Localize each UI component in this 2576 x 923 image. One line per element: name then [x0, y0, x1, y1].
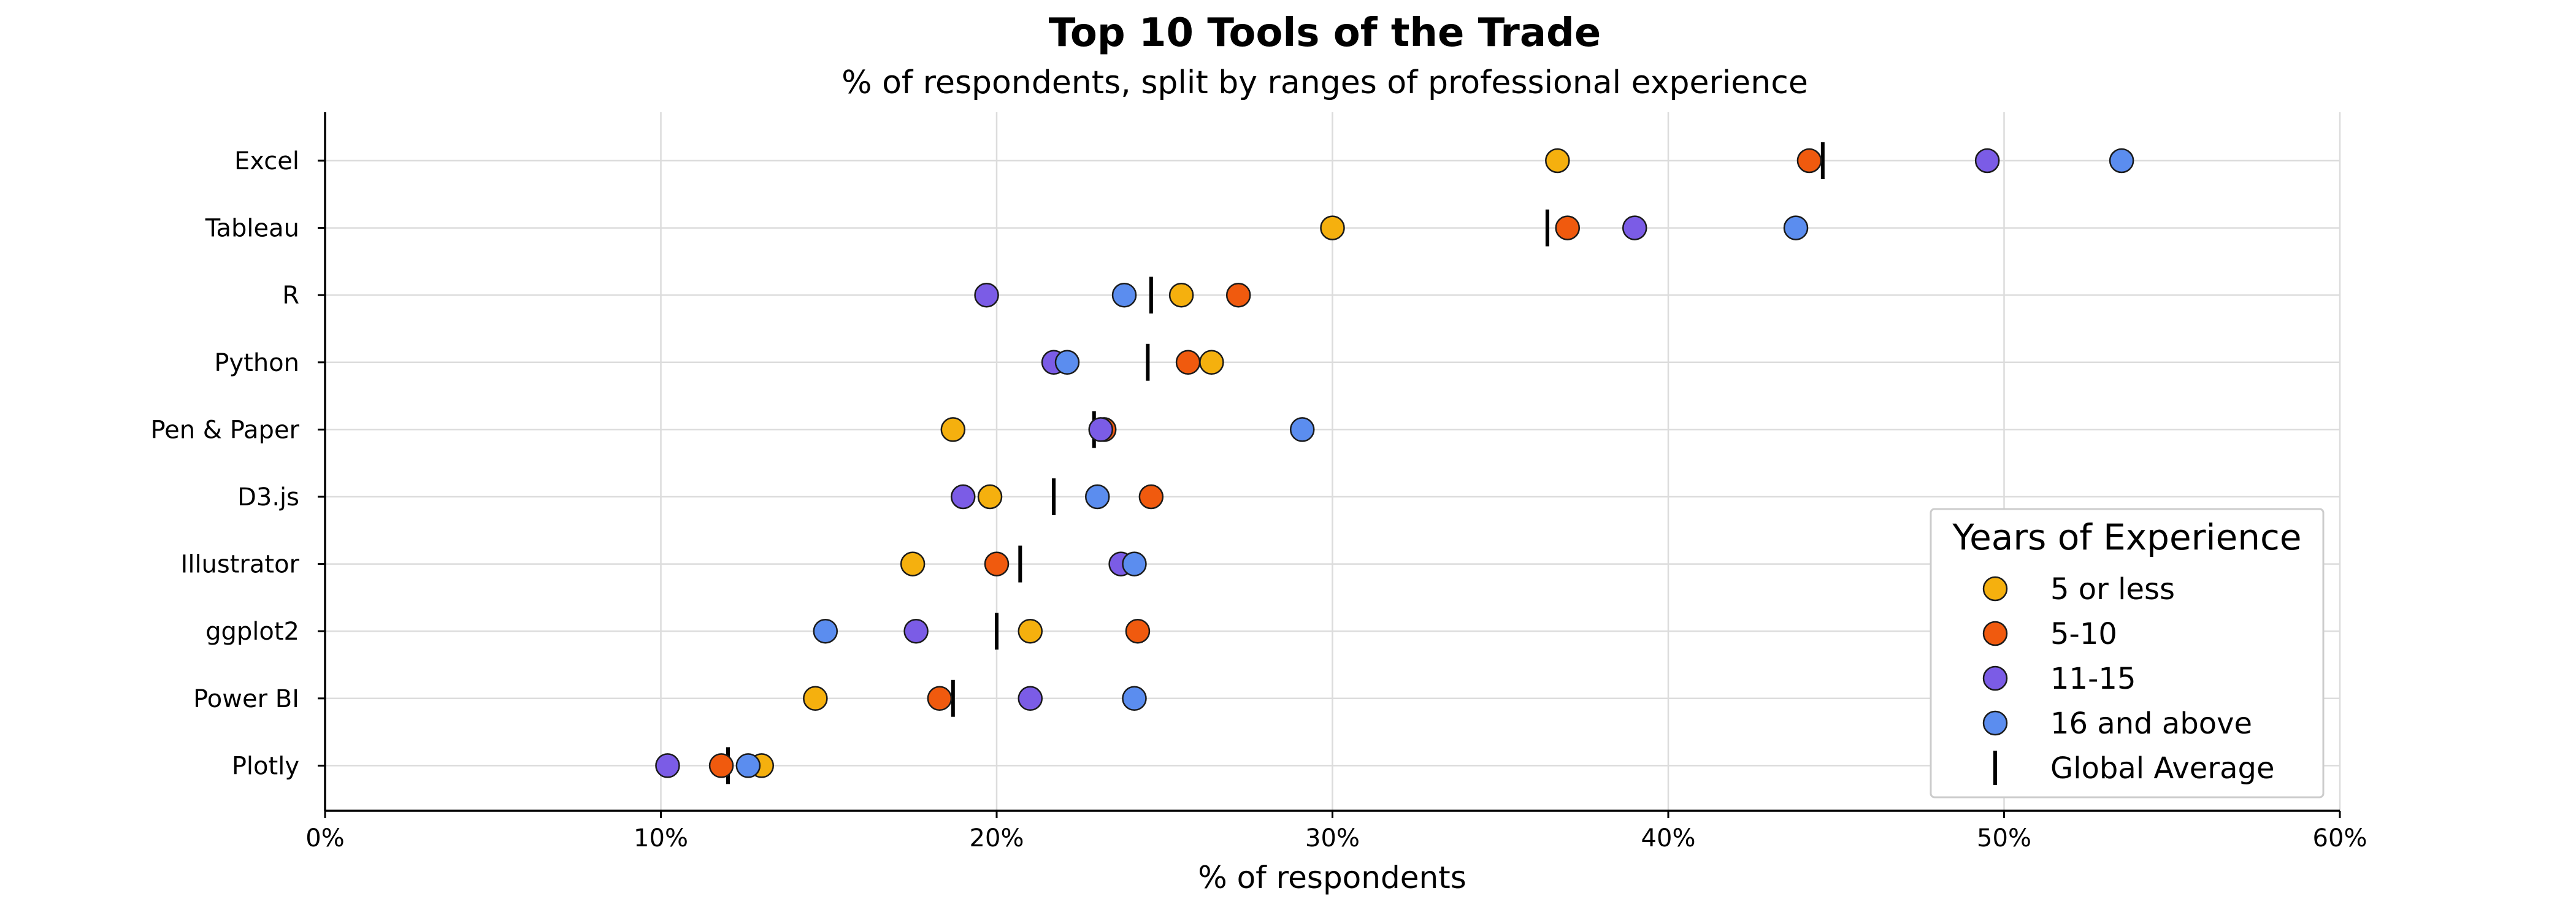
legend-marker-5-or-less	[1982, 576, 2008, 602]
y-tick-label-excel: Excel	[234, 147, 299, 175]
point-16-and-above-pen-and-paper	[1289, 417, 1315, 442]
y-tick-layer: Excel Tableau R Python Pen & Paper D3.js Illus…	[150, 147, 325, 780]
y-tick-label-r: R	[282, 281, 299, 310]
y-tick-label-pen-and-paper: Pen & Paper	[150, 416, 299, 444]
legend: Years of Experience 5 or less 5-10 11-15 16…	[1930, 508, 2325, 799]
point-5-10-r	[1225, 282, 1251, 308]
y-tick-label-tableau: Tableau	[205, 215, 299, 243]
x-tick-label: 20%	[970, 824, 1024, 852]
x-axis-label: % of respondents	[1198, 860, 1466, 895]
global-average-layer	[726, 142, 1825, 784]
point-16-and-above-r	[1111, 282, 1137, 308]
legend-marker-16-and-above	[1982, 710, 2008, 736]
point-5-10-power-bi	[927, 686, 953, 711]
point-5-or-less-tableau	[1320, 215, 1345, 240]
x-tick-label: 50%	[1977, 824, 2031, 852]
point-5-10-tableau	[1555, 215, 1580, 240]
legend-marker-5-10	[1982, 621, 2008, 646]
point-11-15-ggplot2	[903, 618, 929, 644]
chart-subtitle: % of respondents, split by ranges of pro…	[841, 64, 1808, 101]
point-5-10-ggplot2	[1125, 618, 1151, 644]
point-16-and-above-illustrator	[1122, 551, 1147, 576]
point-5-or-less-d3-js	[977, 484, 1003, 510]
x-tick-label: 0%	[305, 824, 344, 852]
point-16-and-above-tableau	[1783, 215, 1809, 240]
point-11-15-excel	[1974, 148, 2000, 174]
point-5-10-illustrator	[984, 551, 1010, 576]
y-tick-label-ggplot2: ggplot2	[205, 618, 299, 646]
points-layer	[655, 148, 2134, 778]
point-5-or-less-excel	[1545, 148, 1570, 174]
point-5-10-plotly	[708, 753, 734, 778]
legend-title: Years of Experience	[1952, 516, 2301, 558]
point-16-and-above-python	[1054, 350, 1080, 375]
chart-title: Top 10 Tools of the Trade	[1049, 10, 1601, 56]
x-tick-label: 30%	[1305, 824, 1360, 852]
legend-label-5-or-less: 5 or less	[2050, 572, 2175, 607]
legend-label-16-and-above: 16 and above	[2050, 707, 2252, 741]
y-tick-label-plotly: Plotly	[232, 752, 299, 780]
point-5-or-less-illustrator	[900, 551, 926, 576]
point-11-15-d3-js	[951, 484, 976, 510]
point-5-or-less-pen-and-paper	[940, 417, 966, 442]
legend-marker-11-15	[1982, 665, 2008, 691]
point-5-or-less-python	[1199, 350, 1224, 375]
point-5-or-less-r	[1168, 282, 1194, 308]
y-tick-label-python: Python	[214, 349, 299, 377]
legend-box	[1930, 508, 2325, 799]
legend-label-11-15: 11-15	[2050, 662, 2136, 696]
y-tick-label-d3-js: D3.js	[237, 483, 299, 511]
legend-items: 5 or less 5-10 11-15 16 and above Global Ave…	[1982, 572, 2274, 786]
point-11-15-tableau	[1622, 215, 1647, 240]
x-tick-label: 40%	[1641, 824, 1696, 852]
point-11-15-r	[974, 282, 999, 308]
legend-label-5-10: 5-10	[2050, 617, 2117, 651]
y-tick-label-power-bi: Power BI	[193, 685, 299, 713]
point-5-or-less-power-bi	[803, 686, 828, 711]
point-5-10-excel	[1796, 148, 1822, 174]
x-tick-label: 60%	[2313, 824, 2367, 852]
point-5-10-d3-js	[1138, 484, 1164, 510]
point-5-10-python	[1175, 350, 1201, 375]
legend-label-global-average: Global Average	[2050, 751, 2274, 786]
y-tick-label-illustrator: Illustrator	[181, 551, 300, 579]
point-11-15-pen-and-paper	[1088, 417, 1113, 442]
point-11-15-power-bi	[1018, 686, 1043, 711]
point-16-and-above-plotly	[735, 753, 761, 778]
point-16-and-above-d3-js	[1085, 484, 1110, 510]
point-5-or-less-ggplot2	[1018, 618, 1043, 644]
point-16-and-above-power-bi	[1122, 686, 1147, 711]
x-tick-label: 10%	[634, 824, 688, 852]
x-tick-layer: 0% 10% 20% 30% 40% 50% 60%	[305, 811, 2367, 852]
point-11-15-plotly	[655, 753, 680, 778]
point-16-and-above-excel	[2109, 148, 2134, 174]
point-16-and-above-ggplot2	[813, 618, 838, 644]
